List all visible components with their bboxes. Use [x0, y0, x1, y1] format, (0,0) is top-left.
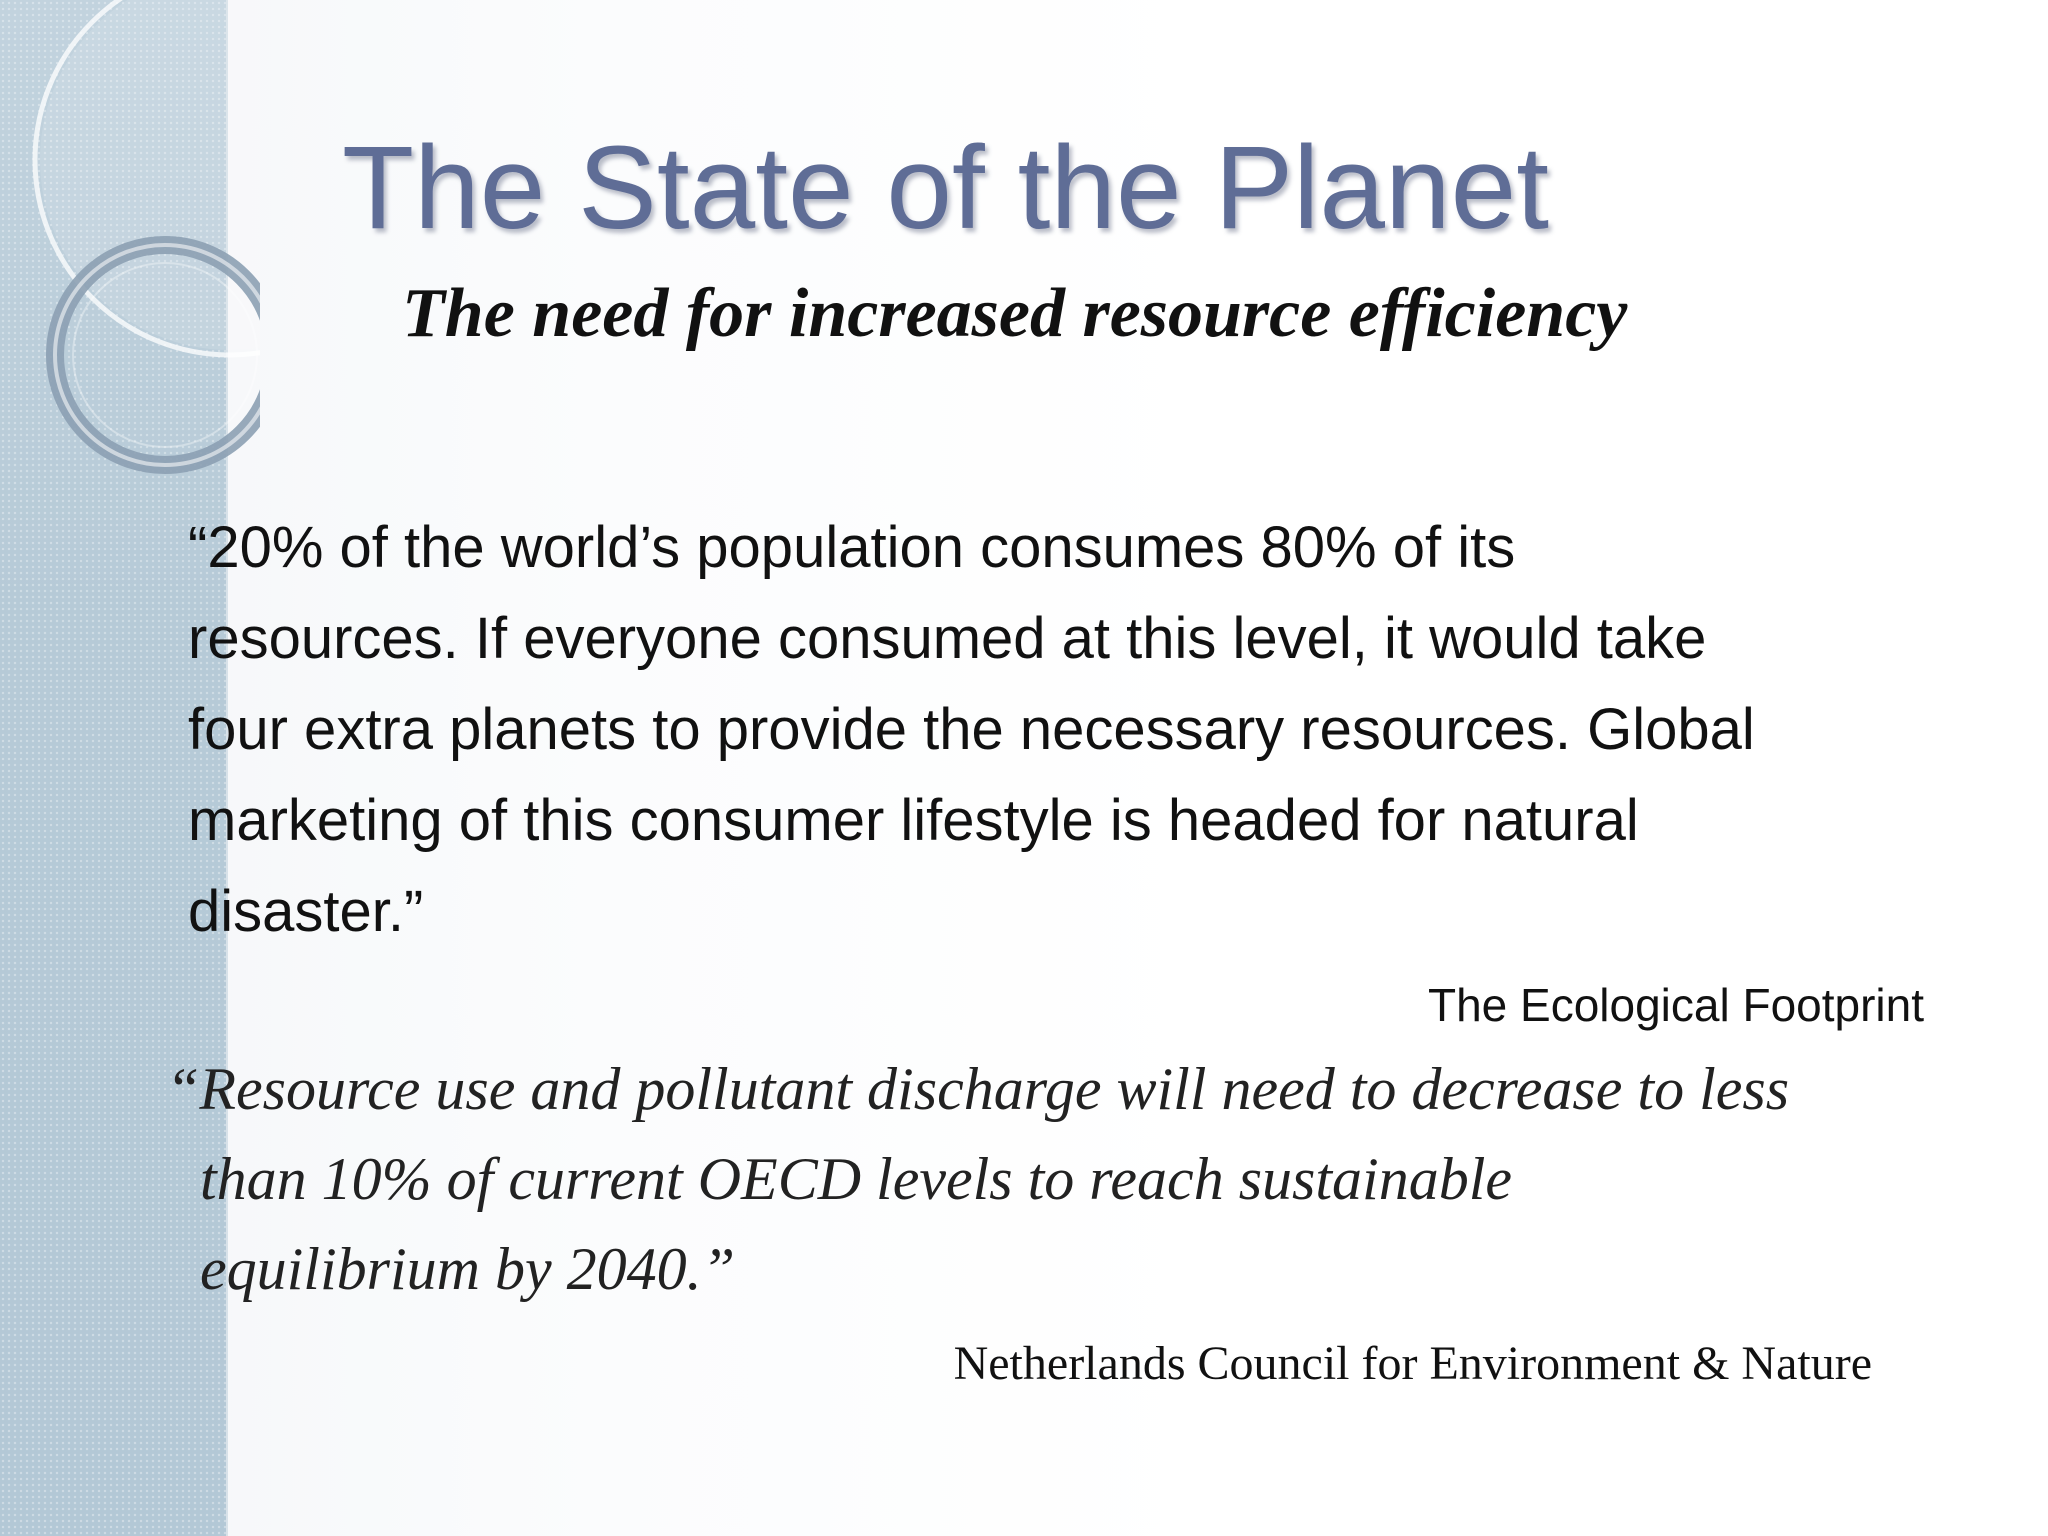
circle-rings-decoration	[32, 0, 260, 474]
quote2-line: equilibrium by 2040.”	[200, 1236, 735, 1302]
netherlands-council-quote: “Resource use and pollutant discharge wi…	[166, 1044, 1946, 1314]
quote1-line: marketing of this consumer lifestyle is …	[188, 788, 1639, 853]
quote2-line: than 10% of current OECD levels to reach…	[200, 1146, 1513, 1212]
slide-title: The State of the Planet	[342, 122, 1550, 254]
slide-subtitle: The need for increased resource efficien…	[402, 275, 1628, 352]
quote1-line: resources. If everyone consumed at this …	[188, 606, 1707, 671]
ecological-footprint-quote: “20% of the world’s population consumes …	[188, 502, 1928, 957]
quote1-line: four extra planets to provide the necess…	[188, 697, 1755, 762]
quote1-line: “20% of the world’s population consumes …	[188, 515, 1516, 580]
quote1-attribution: The Ecological Footprint	[1427, 979, 1924, 1031]
quote2-line: “Resource use and pollutant discharge wi…	[166, 1056, 1790, 1122]
quote1-line: disaster.”	[188, 879, 424, 944]
quote2-attribution: Netherlands Council for Environment & Na…	[953, 1337, 1872, 1390]
